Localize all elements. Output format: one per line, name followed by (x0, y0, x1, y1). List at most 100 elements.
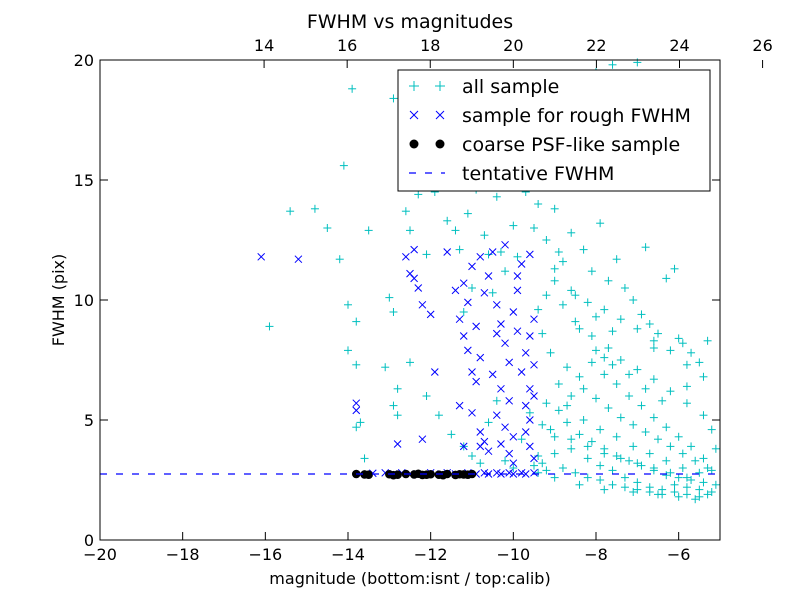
point-all-sample (711, 444, 720, 453)
point-all-sample (389, 401, 398, 410)
point-all-sample (596, 461, 605, 470)
point-coarse-sample (455, 469, 464, 479)
point-all-sample (645, 488, 654, 496)
point-rough-sample (476, 428, 485, 436)
point-all-sample (649, 336, 658, 345)
point-all-sample (310, 204, 319, 213)
point-all-sample (567, 435, 576, 444)
point-all-sample (538, 420, 547, 429)
point-rough-sample (521, 348, 530, 357)
point-rough-sample (492, 300, 501, 309)
point-all-sample (550, 204, 559, 213)
point-all-sample (641, 384, 650, 393)
point-all-sample (674, 492, 683, 501)
point-rough-sample (497, 384, 505, 393)
point-all-sample (501, 456, 510, 465)
point-coarse-sample (438, 470, 448, 480)
point-all-sample (620, 284, 629, 292)
point-all-sample (542, 399, 551, 408)
point-all-sample (637, 401, 646, 410)
point-all-sample (682, 360, 691, 369)
point-all-sample (451, 226, 460, 235)
point-coarse-sample (413, 469, 423, 479)
legend-marker-all-sample (409, 81, 445, 91)
point-all-sample (662, 471, 671, 480)
point-all-sample (455, 245, 464, 254)
point-rough-sample (509, 459, 518, 468)
point-all-sample (459, 308, 468, 316)
top-x-tick-label: 20 (503, 36, 523, 55)
point-all-sample (538, 329, 547, 338)
point-rough-sample (509, 308, 518, 316)
point-all-sample (393, 411, 402, 420)
point-all-sample (468, 452, 476, 460)
point-all-sample (699, 478, 708, 487)
point-rough-sample (410, 245, 418, 254)
point-rough-sample (505, 358, 514, 367)
point-all-sample (612, 432, 621, 441)
point-rough-sample (521, 401, 530, 410)
point-rough-sample (484, 272, 493, 280)
point-all-sample (575, 324, 584, 333)
legend-box (397, 69, 711, 192)
point-all-sample (695, 468, 704, 477)
x-tick-label: −12 (414, 545, 448, 564)
point-all-sample (558, 300, 567, 309)
point-all-sample (633, 478, 642, 487)
point-all-sample (323, 224, 332, 232)
point-all-sample (434, 411, 443, 420)
point-all-sample (554, 380, 563, 388)
point-all-sample (550, 473, 559, 482)
point-all-sample (612, 380, 621, 388)
point-all-sample (682, 473, 691, 482)
point-all-sample (563, 363, 572, 372)
point-all-sample (468, 284, 476, 292)
point-all-sample (546, 425, 555, 434)
point-all-sample (513, 252, 522, 261)
point-all-sample (579, 245, 588, 254)
y-tick-label: 0 (84, 531, 94, 550)
legend-label-coarse-sample: coarse PSF-like sample (462, 134, 680, 156)
point-rough-sample (472, 322, 480, 331)
point-all-sample (538, 459, 547, 468)
point-all-sample (575, 430, 584, 439)
point-all-sample (699, 454, 708, 463)
point-all-sample (587, 358, 596, 367)
point-all-sample (558, 464, 567, 472)
point-all-sample (682, 399, 691, 408)
point-all-sample (707, 488, 716, 496)
point-rough-sample (443, 248, 452, 256)
point-all-sample (587, 437, 596, 446)
point-rough-sample (517, 260, 526, 268)
point-all-sample (625, 370, 634, 379)
point-all-sample (616, 356, 625, 364)
point-all-sample (596, 476, 605, 484)
point-all-sample (550, 276, 559, 285)
point-all-sample (492, 192, 501, 201)
point-rough-sample (530, 315, 538, 324)
point-all-sample (563, 418, 572, 427)
point-rough-sample (430, 368, 439, 376)
point-rough-sample (455, 315, 464, 324)
chart-title: FWHM vs magnitudes (307, 11, 513, 33)
top-x-tick-label: 26 (752, 36, 772, 55)
y-tick-label: 5 (84, 411, 94, 430)
point-all-sample (608, 480, 617, 489)
point-rough-sample (468, 262, 476, 271)
point-all-sample (592, 346, 600, 355)
point-rough-sample (521, 470, 530, 478)
point-all-sample (596, 219, 605, 228)
point-all-sample (687, 442, 696, 451)
point-all-sample (401, 207, 410, 216)
point-all-sample (604, 404, 613, 412)
point-all-sample (678, 339, 687, 348)
y-tick-label: 20 (74, 51, 94, 70)
point-all-sample (654, 329, 662, 338)
point-rough-sample (488, 248, 497, 256)
point-all-sample (550, 264, 559, 273)
point-all-sample (579, 416, 588, 424)
point-all-sample (682, 490, 691, 499)
point-all-sample (703, 490, 712, 499)
point-all-sample (422, 392, 431, 400)
legend-marker-rough-sample (409, 110, 445, 120)
